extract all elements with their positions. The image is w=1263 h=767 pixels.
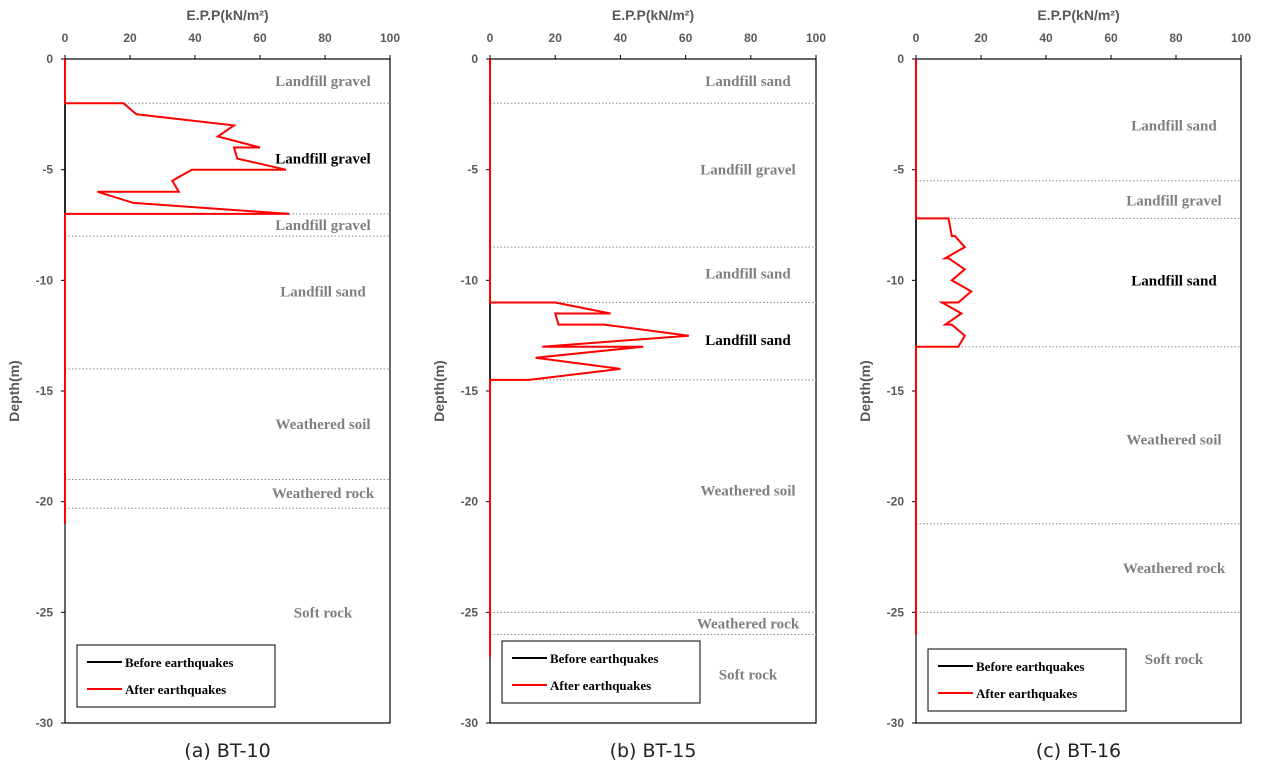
x-tick-label: 80 (1169, 31, 1183, 45)
x-tick-label: 100 (380, 31, 400, 45)
layer-label: Landfill gravel (275, 152, 370, 168)
layer-label: Landfill sand (1131, 118, 1217, 134)
legend-label: Before earthquakes (550, 651, 658, 666)
y-tick-label: -10 (887, 273, 905, 287)
y-tick-label: -10 (461, 273, 479, 287)
y-tick-label: -25 (887, 605, 905, 619)
series-after-earthquakes (489, 59, 690, 657)
y-tick-label: 0 (897, 52, 904, 66)
layer-label: Weathered soil (275, 417, 370, 433)
layer-label: Soft rock (1145, 652, 1204, 668)
x-tick-label: 0 (913, 31, 920, 45)
layer-label: Landfill sand (705, 267, 791, 283)
panel-caption: (b) BT-15 (610, 740, 697, 762)
y-tick-label: 0 (46, 52, 53, 66)
legend-box (501, 640, 701, 704)
x-tick-label: 80 (744, 31, 758, 45)
plot-area (915, 58, 1242, 724)
y-axis-title: Depth(m) (857, 360, 873, 421)
layer-label: Soft rock (294, 605, 353, 621)
layer-label: Landfill sand (705, 333, 791, 349)
panel-caption: (a) BT-10 (184, 740, 270, 762)
y-tick-label: -20 (461, 495, 479, 509)
y-tick-label: -5 (893, 163, 904, 177)
legend-box (927, 648, 1127, 712)
y-tick-label: -20 (887, 495, 905, 509)
x-tick-label: 0 (487, 31, 494, 45)
series-after-earthquakes (64, 59, 290, 524)
layer-label: Landfill gravel (275, 74, 370, 90)
x-tick-label: 40 (1039, 31, 1053, 45)
y-tick-label: -30 (461, 716, 479, 730)
y-tick-label: -30 (36, 716, 54, 730)
x-tick-label: 20 (974, 31, 988, 45)
layer-label: Landfill sand (705, 74, 791, 90)
y-axis-title: Depth(m) (6, 360, 22, 421)
layer-label: Weathered rock (697, 616, 800, 632)
x-tick-label: 100 (1231, 31, 1251, 45)
y-tick-label: -5 (42, 163, 53, 177)
y-tick-label: -10 (36, 273, 54, 287)
layer-label: Landfill gravel (1126, 194, 1221, 210)
chart-panel-1: 0 20 40 60 80 100 0 -5 -10 -15 -20 -25 -30 E.P.P(kN/m… (6, 7, 400, 762)
y-tick-label: -5 (467, 163, 478, 177)
x-tick-label: 60 (679, 31, 693, 45)
x-axis-title: E.P.P(kN/m²) (186, 7, 268, 23)
y-tick-label: -20 (36, 495, 54, 509)
layer-label: Landfill gravel (700, 163, 795, 179)
layer-label: Weathered rock (1123, 561, 1226, 577)
x-tick-label: 60 (1104, 31, 1118, 45)
plot-area (489, 58, 817, 724)
chart-panel-2: 0 20 40 60 80 100 0 -5 -10 -15 -20 -25 -30 E.P.P(kN/m… (431, 7, 826, 762)
x-tick-label: 80 (318, 31, 332, 45)
layer-label: Weathered soil (1126, 433, 1221, 449)
legend-label: After earthquakes (976, 686, 1077, 701)
layer-label: Soft rock (719, 667, 778, 683)
layer-label: Weathered soil (700, 484, 795, 500)
legend-label: After earthquakes (125, 682, 226, 697)
legend-label: Before earthquakes (976, 659, 1084, 674)
y-tick-label: -15 (887, 384, 905, 398)
y-tick-label: -30 (887, 716, 905, 730)
y-tick-label: -15 (461, 384, 479, 398)
legend-label: After earthquakes (550, 678, 651, 693)
series-after-earthquakes (915, 59, 974, 635)
layer-label: Landfill sand (1131, 273, 1217, 289)
x-tick-label: 40 (188, 31, 202, 45)
y-tick-label: -25 (36, 605, 54, 619)
layer-label: Landfill gravel (275, 218, 370, 234)
legend-label: Before earthquakes (125, 655, 233, 670)
y-tick-label: -25 (461, 605, 479, 619)
chart-panel-3: 0 20 40 60 80 100 0 -5 -10 -15 -20 -25 -30 E.P.P(kN/m… (857, 7, 1251, 762)
y-axis-title: Depth(m) (431, 360, 447, 421)
layer-label: Landfill sand (280, 284, 366, 300)
x-tick-label: 100 (806, 31, 826, 45)
panel-caption: (c) BT-16 (1036, 740, 1121, 762)
x-tick-label: 20 (123, 31, 137, 45)
x-axis-title: E.P.P(kN/m²) (612, 7, 694, 23)
y-tick-label: 0 (471, 52, 478, 66)
x-tick-label: 0 (62, 31, 69, 45)
legend-box (76, 644, 276, 708)
x-tick-label: 20 (549, 31, 563, 45)
layer-label: Weathered rock (272, 486, 375, 502)
x-tick-label: 60 (253, 31, 267, 45)
x-axis-title: E.P.P(kN/m²) (1037, 7, 1119, 23)
y-tick-label: -15 (36, 384, 54, 398)
x-tick-label: 40 (614, 31, 628, 45)
